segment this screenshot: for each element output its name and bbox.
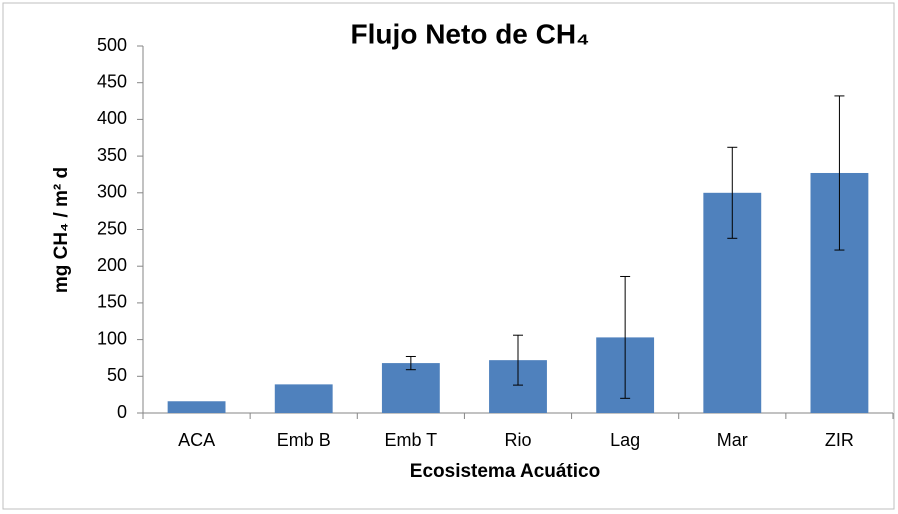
- bar: [167, 401, 226, 413]
- x-axis-title: Ecosistema Acuático: [410, 461, 600, 482]
- y-tick-label: 150: [97, 292, 127, 312]
- y-tick-label: 100: [97, 328, 127, 348]
- x-tick-label: ACA: [178, 430, 215, 450]
- x-tick-label: Emb B: [277, 430, 331, 450]
- y-tick-label: 500: [97, 35, 127, 55]
- x-tick-label: Emb T: [385, 430, 438, 450]
- bar: [381, 363, 440, 413]
- x-tick-label: ZIR: [825, 430, 854, 450]
- x-tick-label: Mar: [717, 430, 748, 450]
- chart-title: Flujo Neto de CH₄: [351, 18, 590, 49]
- y-tick-label: 250: [97, 218, 127, 238]
- y-tick-label: 200: [97, 255, 127, 275]
- y-tick-label: 400: [97, 108, 127, 128]
- y-tick-label: 0: [117, 402, 127, 422]
- y-tick-label: 350: [97, 145, 127, 165]
- y-axis-title: mg CH₄ / m² d: [51, 167, 72, 293]
- bar: [274, 384, 333, 413]
- y-tick-label: 50: [107, 365, 127, 385]
- y-tick-label: 300: [97, 182, 127, 202]
- x-tick-label: Lag: [610, 430, 640, 450]
- x-tick-label: Rio: [504, 430, 531, 450]
- y-tick-label: 450: [97, 71, 127, 91]
